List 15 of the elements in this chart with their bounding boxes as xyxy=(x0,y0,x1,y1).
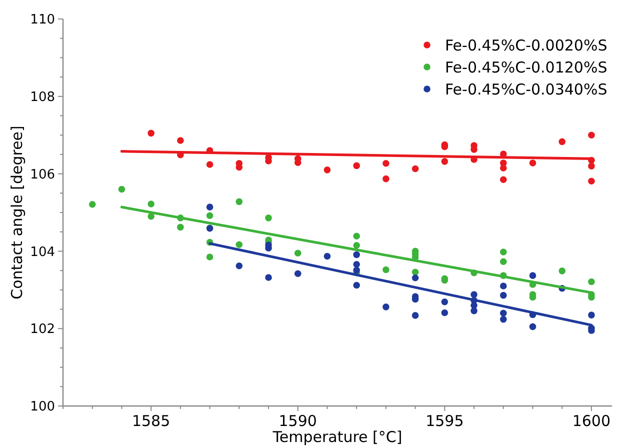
x-axis-title: Temperature [°C] xyxy=(272,428,402,446)
y-tick-label: 110 xyxy=(30,12,55,28)
x-tick-label: 1590 xyxy=(278,412,317,430)
y-tick-label: 100 xyxy=(30,400,55,415)
y-tick-label: 108 xyxy=(30,90,55,105)
legend-label: Fe-0.45%C-0.0020%S xyxy=(445,36,608,54)
legend-label: Fe-0.45%C-0.0340%S xyxy=(445,80,608,98)
y-tick-label: 102 xyxy=(30,322,55,338)
x-tick-label: 1600 xyxy=(572,412,611,430)
y-tick-label: 104 xyxy=(30,244,55,260)
x-tick-label: 1595 xyxy=(426,412,464,430)
y-tick-label: 106 xyxy=(30,167,55,182)
y-axis-title: Contact angle [degree] xyxy=(8,126,26,300)
x-tick-label: 1585 xyxy=(132,412,170,430)
legend-label: Fe-0.45%C-0.0120%S xyxy=(445,58,608,76)
